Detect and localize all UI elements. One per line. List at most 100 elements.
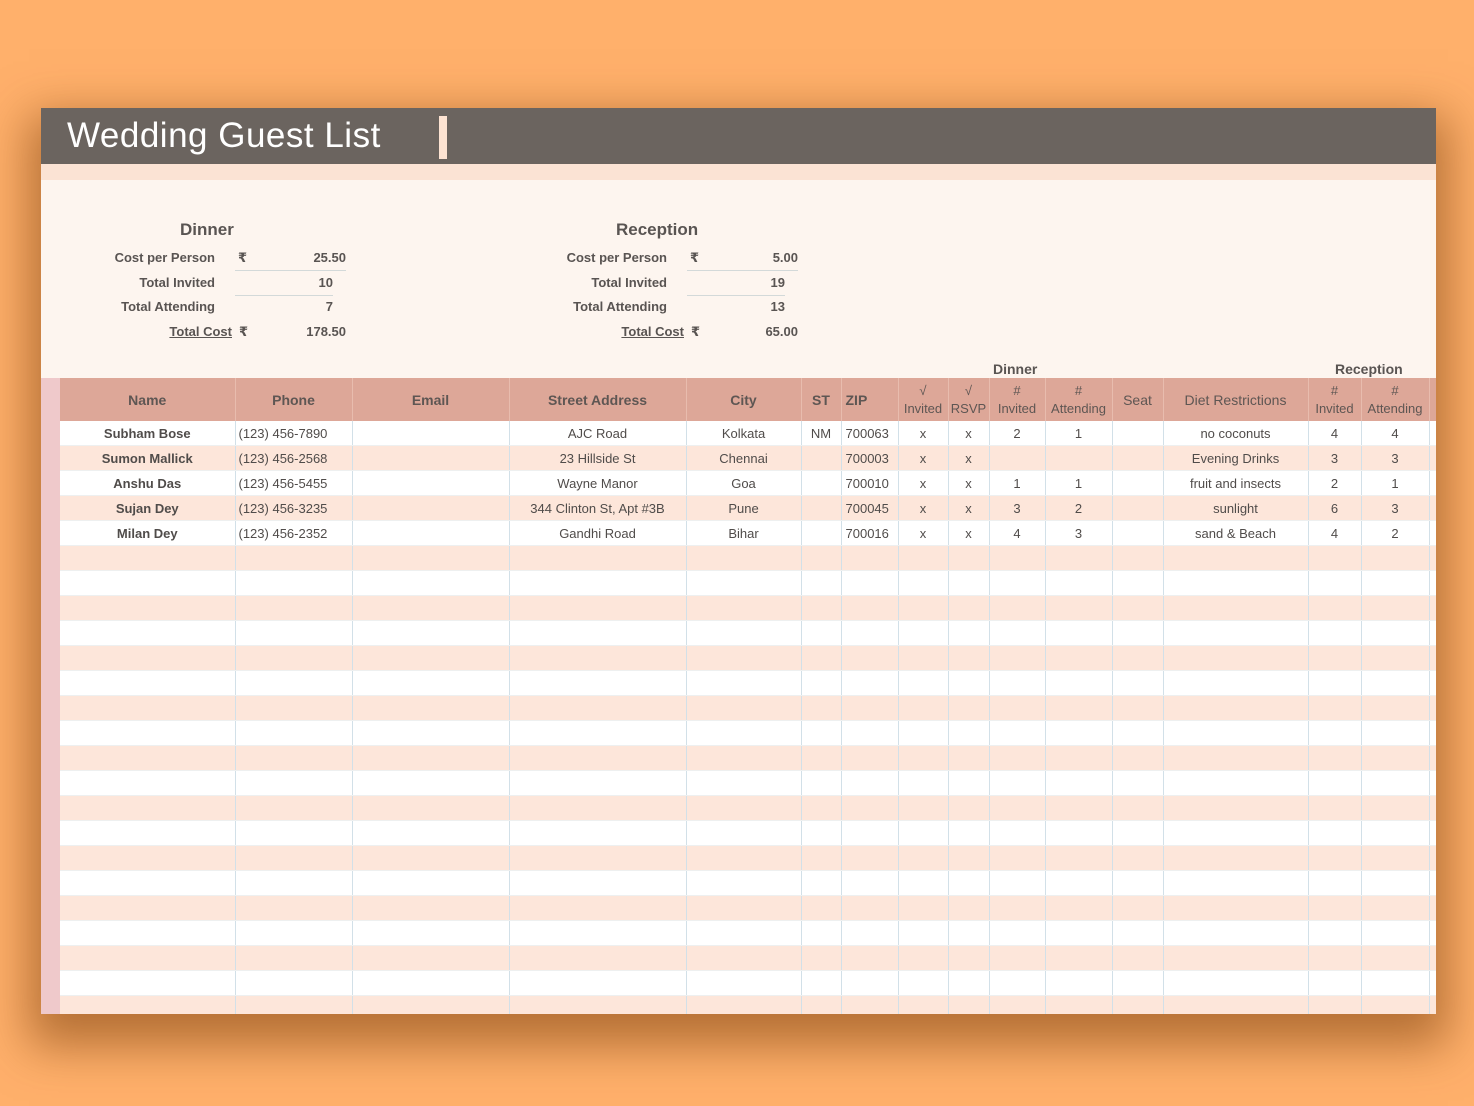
cell-dinner-num-invited[interactable] xyxy=(989,720,1046,746)
cell-reception-invited[interactable]: 3 xyxy=(1308,445,1362,471)
cell-dinner-num-attending[interactable]: 1 xyxy=(1045,470,1113,496)
cell-dinner-invited[interactable]: x xyxy=(898,470,949,496)
cell-diet[interactable]: sand & Beach xyxy=(1163,520,1309,546)
cell-city[interactable]: Goa xyxy=(686,470,802,496)
cell-reception-attending[interactable]: 2 xyxy=(1361,520,1430,546)
cell-reception-attending[interactable]: 3 xyxy=(1361,445,1430,471)
cell-phone[interactable] xyxy=(235,845,353,871)
cell-seat[interactable] xyxy=(1112,820,1164,846)
cell-reception-invited[interactable]: 6 xyxy=(1308,495,1362,521)
cell-dinner-invited[interactable] xyxy=(898,645,949,671)
cell-name[interactable] xyxy=(60,820,236,846)
col-header-reception-attending[interactable]: # Attending xyxy=(1361,378,1430,421)
cell-email[interactable] xyxy=(352,945,510,971)
cell-dinner-invited[interactable] xyxy=(898,695,949,721)
cell-street[interactable] xyxy=(509,945,687,971)
cell-st[interactable] xyxy=(801,895,842,921)
cell-phone[interactable]: (123) 456-2352 xyxy=(235,520,353,546)
cell-reception-attending[interactable] xyxy=(1361,670,1430,696)
cell-phone[interactable] xyxy=(235,545,353,571)
cell-city[interactable] xyxy=(686,620,802,646)
cell-street[interactable] xyxy=(509,695,687,721)
cell-email[interactable] xyxy=(352,995,510,1014)
cell-city[interactable] xyxy=(686,745,802,771)
cell-phone[interactable]: (123) 456-3235 xyxy=(235,495,353,521)
cell-st[interactable] xyxy=(801,695,842,721)
cell-phone[interactable] xyxy=(235,745,353,771)
cell-dinner-rsvp[interactable]: x xyxy=(948,445,990,471)
cell-dinner-num-invited[interactable]: 3 xyxy=(989,495,1046,521)
cell-st[interactable] xyxy=(801,970,842,996)
cell-street[interactable] xyxy=(509,870,687,896)
cell-dinner-num-attending[interactable] xyxy=(1045,545,1113,571)
cell-reception-invited[interactable]: 4 xyxy=(1308,520,1362,546)
cell-dinner-num-attending[interactable]: 1 xyxy=(1045,421,1113,446)
cell-name[interactable] xyxy=(60,545,236,571)
cell-reception-attending[interactable] xyxy=(1361,995,1430,1014)
cell-dinner-rsvp[interactable] xyxy=(948,695,990,721)
cell-street[interactable] xyxy=(509,920,687,946)
cell-dinner-num-invited[interactable] xyxy=(989,545,1046,571)
cell-email[interactable] xyxy=(352,470,510,496)
cell-dinner-num-invited[interactable] xyxy=(989,670,1046,696)
cell-name[interactable] xyxy=(60,870,236,896)
col-header-dinner-num-invited[interactable]: # Invited xyxy=(989,378,1046,421)
cell-phone[interactable] xyxy=(235,895,353,921)
cell-st[interactable] xyxy=(801,545,842,571)
cell-dinner-num-attending[interactable] xyxy=(1045,895,1113,921)
cell-city[interactable] xyxy=(686,570,802,596)
cell-reception-invited[interactable] xyxy=(1308,895,1362,921)
cell-zip[interactable]: 700063 xyxy=(841,421,899,446)
cell-zip[interactable] xyxy=(841,795,899,821)
cell-reception-invited[interactable] xyxy=(1308,620,1362,646)
cell-dinner-invited[interactable] xyxy=(898,770,949,796)
cell-street[interactable]: 23 Hillside St xyxy=(509,445,687,471)
cell-name[interactable]: Subham Bose xyxy=(60,421,236,446)
cell-email[interactable] xyxy=(352,895,510,921)
cell-phone[interactable] xyxy=(235,620,353,646)
cell-st[interactable] xyxy=(801,820,842,846)
cell-reception-attending[interactable] xyxy=(1361,545,1430,571)
cell-reception-attending[interactable]: 4 xyxy=(1361,421,1430,446)
cell-dinner-num-attending[interactable] xyxy=(1045,945,1113,971)
cell-city[interactable] xyxy=(686,770,802,796)
cell-reception-attending[interactable] xyxy=(1361,895,1430,921)
cell-reception-invited[interactable]: 4 xyxy=(1308,421,1362,446)
cell-street[interactable] xyxy=(509,795,687,821)
cell-dinner-invited[interactable] xyxy=(898,745,949,771)
cell-zip[interactable] xyxy=(841,845,899,871)
cell-dinner-num-attending[interactable] xyxy=(1045,695,1113,721)
cell-dinner-num-attending[interactable] xyxy=(1045,620,1113,646)
cell-name[interactable]: Sujan Dey xyxy=(60,495,236,521)
cell-city[interactable] xyxy=(686,695,802,721)
cell-dinner-rsvp[interactable] xyxy=(948,620,990,646)
cell-phone[interactable] xyxy=(235,920,353,946)
cell-reception-invited[interactable] xyxy=(1308,795,1362,821)
cell-reception-invited[interactable]: 2 xyxy=(1308,470,1362,496)
cell-st[interactable] xyxy=(801,620,842,646)
cell-seat[interactable] xyxy=(1112,695,1164,721)
cell-street[interactable] xyxy=(509,820,687,846)
cell-reception-attending[interactable] xyxy=(1361,720,1430,746)
cell-street[interactable]: Wayne Manor xyxy=(509,470,687,496)
cell-seat[interactable] xyxy=(1112,920,1164,946)
cell-reception-invited[interactable] xyxy=(1308,720,1362,746)
cell-dinner-invited[interactable] xyxy=(898,670,949,696)
cell-reception-attending[interactable] xyxy=(1361,845,1430,871)
cell-name[interactable] xyxy=(60,845,236,871)
cell-name[interactable] xyxy=(60,895,236,921)
dinner-cost-value[interactable]: 25.50 xyxy=(255,246,346,271)
cell-zip[interactable] xyxy=(841,645,899,671)
cell-email[interactable] xyxy=(352,445,510,471)
cell-name[interactable] xyxy=(60,645,236,671)
cell-reception-invited[interactable] xyxy=(1308,595,1362,621)
cell-seat[interactable] xyxy=(1112,670,1164,696)
cell-st[interactable] xyxy=(801,670,842,696)
cell-reception-invited[interactable] xyxy=(1308,770,1362,796)
cell-dinner-num-invited[interactable] xyxy=(989,870,1046,896)
cell-st[interactable] xyxy=(801,645,842,671)
cell-dinner-num-invited[interactable] xyxy=(989,920,1046,946)
cell-name[interactable] xyxy=(60,920,236,946)
col-header-street[interactable]: Street Address xyxy=(509,378,687,421)
cell-email[interactable] xyxy=(352,745,510,771)
